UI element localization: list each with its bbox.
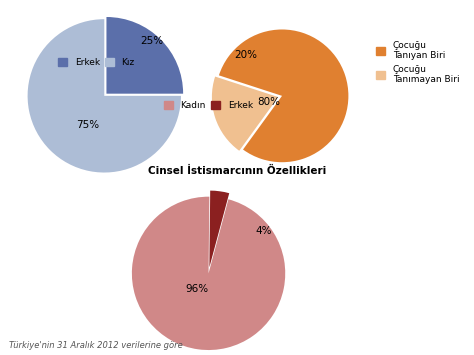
- Legend: Çocuğu
Tanıyan Biri, Çocuğu
Tanımayan Biri: Çocuğu Tanıyan Biri, Çocuğu Tanımayan Bi…: [373, 37, 463, 88]
- Wedge shape: [132, 197, 285, 350]
- Text: Türkiye'nin 31 Aralık 2012 verilerine göre: Türkiye'nin 31 Aralık 2012 verilerine gö…: [9, 341, 183, 350]
- Text: 20%: 20%: [234, 50, 257, 60]
- Text: Cinsel İstismarcının Özellikleri: Cinsel İstismarcının Özellikleri: [148, 166, 326, 176]
- Legend: Erkek, Kız: Erkek, Kız: [55, 54, 138, 71]
- Wedge shape: [27, 19, 181, 173]
- Text: 80%: 80%: [257, 98, 280, 108]
- Text: 75%: 75%: [76, 120, 99, 130]
- Wedge shape: [210, 191, 229, 267]
- Wedge shape: [107, 17, 183, 94]
- Text: 25%: 25%: [140, 36, 164, 46]
- Wedge shape: [219, 29, 348, 162]
- Legend: Kadın, Erkek: Kadın, Erkek: [161, 98, 256, 114]
- Text: 4%: 4%: [255, 226, 272, 236]
- Text: 96%: 96%: [185, 284, 209, 294]
- Wedge shape: [212, 77, 278, 151]
